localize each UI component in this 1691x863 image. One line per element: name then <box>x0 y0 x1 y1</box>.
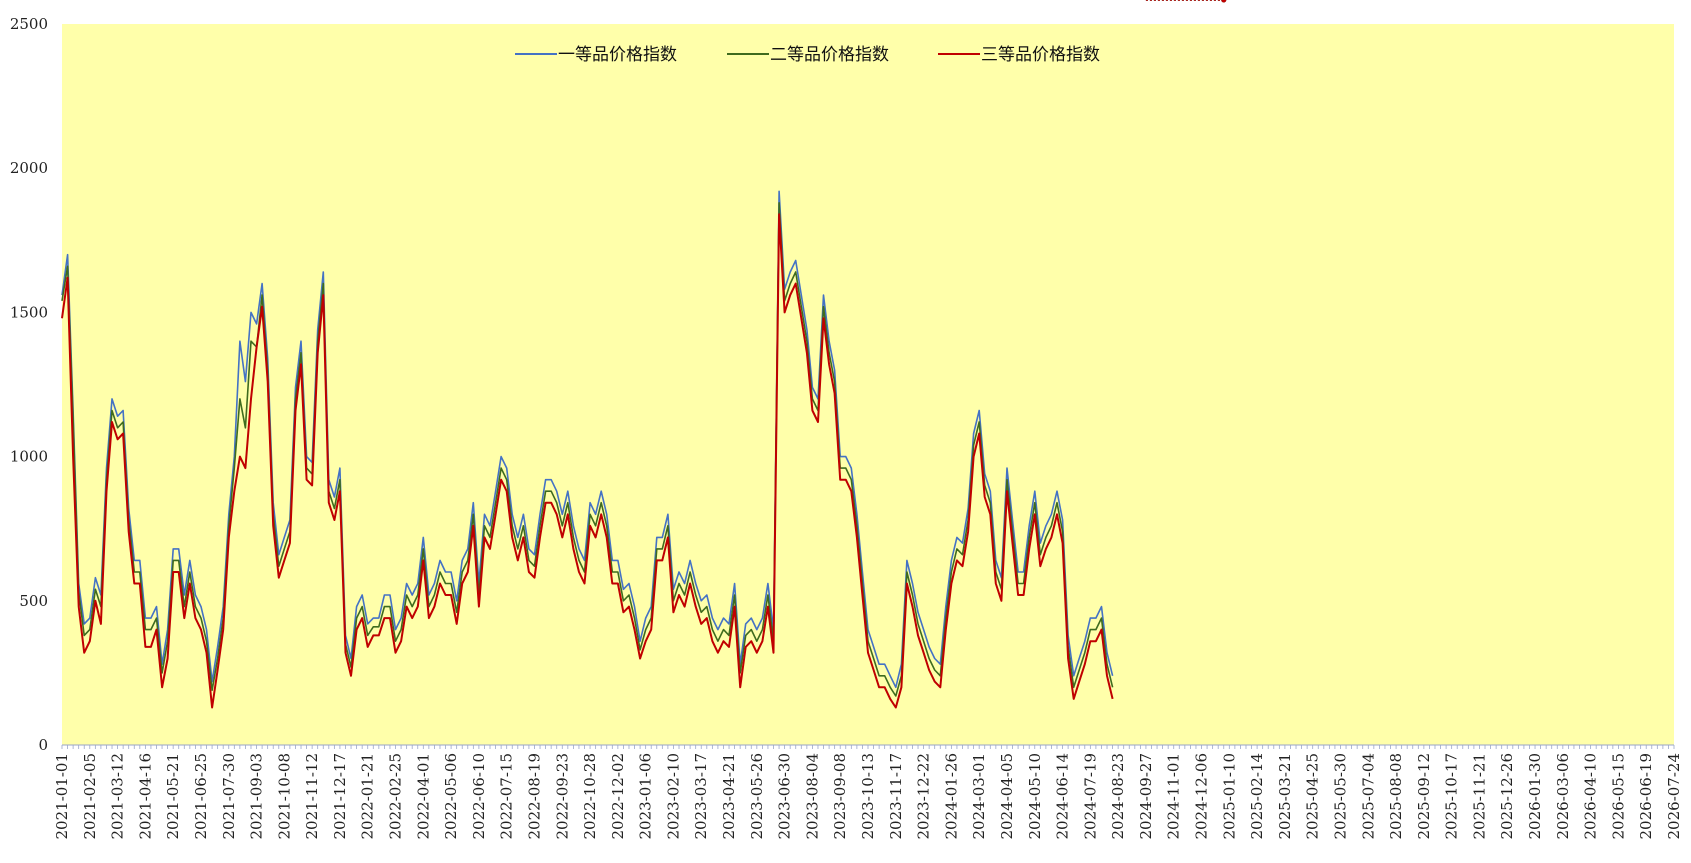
y-tick-label: 1000 <box>10 448 48 466</box>
x-tick-label: 2024-08-23 <box>1109 753 1127 839</box>
x-tick-label: 2021-07-30 <box>220 753 238 839</box>
x-tick-label: 2022-08-19 <box>525 753 543 839</box>
x-tick-label: 2023-03-17 <box>692 753 710 839</box>
x-tick-label: 2025-01-10 <box>1220 753 1238 839</box>
x-tick-label: 2023-04-21 <box>720 753 738 839</box>
x-tick-label: 2022-07-15 <box>498 753 516 839</box>
y-tick-label: 0 <box>38 736 48 754</box>
x-tick-label: 2023-01-06 <box>637 753 655 839</box>
x-tick-label: 2025-04-25 <box>1304 753 1322 839</box>
x-tick-label: 2024-09-27 <box>1137 753 1155 839</box>
x-tick-label: 2021-05-21 <box>164 753 182 839</box>
x-tick-label: 2025-12-26 <box>1498 753 1516 839</box>
x-tick-label: 2026-07-24 <box>1665 753 1683 839</box>
x-tick-label: 2023-05-26 <box>748 753 766 839</box>
series-layer <box>61 0 1227 709</box>
x-tick-label: 2025-09-12 <box>1415 753 1433 839</box>
x-tick-label: 2022-01-21 <box>359 753 377 839</box>
x-tick-label: 2023-08-04 <box>803 753 821 839</box>
x-tick-label: 2024-03-01 <box>970 753 988 839</box>
x-tick-label: 2025-07-04 <box>1359 753 1377 839</box>
x-tick-label: 2022-06-10 <box>470 753 488 839</box>
x-tick-label: 2021-03-12 <box>109 753 127 839</box>
x-tick-label: 2022-02-25 <box>387 753 405 839</box>
x-tick-label: 2026-05-15 <box>1609 753 1627 839</box>
x-tick-label: 2022-10-28 <box>581 753 599 839</box>
x-tick-label: 2025-02-14 <box>1248 753 1266 839</box>
y-tick-label: 2000 <box>10 159 48 177</box>
x-tick-label: 2026-03-06 <box>1554 753 1572 839</box>
y-tick-label: 2500 <box>10 15 48 33</box>
x-tick-label: 2024-07-19 <box>1081 753 1099 839</box>
x-tick-label: 2023-12-22 <box>915 753 933 839</box>
x-tick-label: 2023-09-08 <box>831 753 849 839</box>
series-line <box>61 213 1114 709</box>
x-tick-label: 2021-12-17 <box>331 753 349 839</box>
x-tick-label: 2022-09-23 <box>553 753 571 839</box>
x-tick-label: 2025-10-17 <box>1443 753 1461 839</box>
x-tick-label: 2022-04-01 <box>414 753 432 839</box>
x-tick-label: 2021-04-16 <box>136 753 154 839</box>
x-tick-label: 2023-11-17 <box>887 753 905 839</box>
x-tick-label: 2021-02-05 <box>81 753 99 839</box>
x-tick-label: 2026-04-10 <box>1582 753 1600 839</box>
x-tick-label: 2024-04-05 <box>998 753 1016 839</box>
x-tick-label: 2024-11-01 <box>1165 753 1183 839</box>
x-tick-label: 2022-05-06 <box>442 753 460 839</box>
x-tick-label: 2025-11-21 <box>1470 753 1488 839</box>
series-line <box>61 190 1114 689</box>
x-tick-label: 2025-05-30 <box>1331 753 1349 839</box>
x-tick-label: 2021-09-03 <box>248 753 266 839</box>
x-axis: 2021-01-01 2021-02-05 2021-03-12 2021-04-16… <box>53 744 1683 839</box>
x-tick-label: 2023-06-30 <box>776 753 794 839</box>
x-tick-label: 2024-05-10 <box>1026 753 1044 839</box>
x-tick-label: 2022-12-02 <box>609 753 627 839</box>
y-tick-label: 500 <box>19 592 48 610</box>
x-tick-label: 2024-06-14 <box>1054 753 1072 839</box>
y-axis: 0 500 1000 1500 2000 2500 <box>10 15 48 754</box>
x-tick-label: 2021-11-12 <box>303 753 321 839</box>
x-tick-label: 2024-12-06 <box>1193 753 1211 839</box>
legend-label: 一等品价格指数 <box>558 45 677 65</box>
series-line <box>61 202 1114 697</box>
legend-label: 二等品价格指数 <box>770 45 889 65</box>
x-tick-label: 2025-08-08 <box>1387 753 1405 839</box>
series-point <box>1221 0 1227 3</box>
legend: 一等品价格指数 二等品价格指数 三等品价格指数 <box>515 45 1100 65</box>
x-tick-label: 2021-06-25 <box>192 753 210 839</box>
x-tick-label: 2023-10-13 <box>859 753 877 839</box>
y-tick-label: 1500 <box>10 303 48 321</box>
x-tick-label: 2021-10-08 <box>275 753 293 839</box>
x-tick-label: 2024-01-26 <box>942 753 960 839</box>
legend-label: 三等品价格指数 <box>981 45 1100 65</box>
x-tick-label: 2026-06-19 <box>1637 753 1655 839</box>
x-tick-label: 2026-01-30 <box>1526 753 1544 839</box>
x-tick-label: 2025-03-21 <box>1276 753 1294 839</box>
x-tick-label: 2021-01-01 <box>53 753 71 839</box>
x-tick-label: 2023-02-10 <box>664 753 682 839</box>
